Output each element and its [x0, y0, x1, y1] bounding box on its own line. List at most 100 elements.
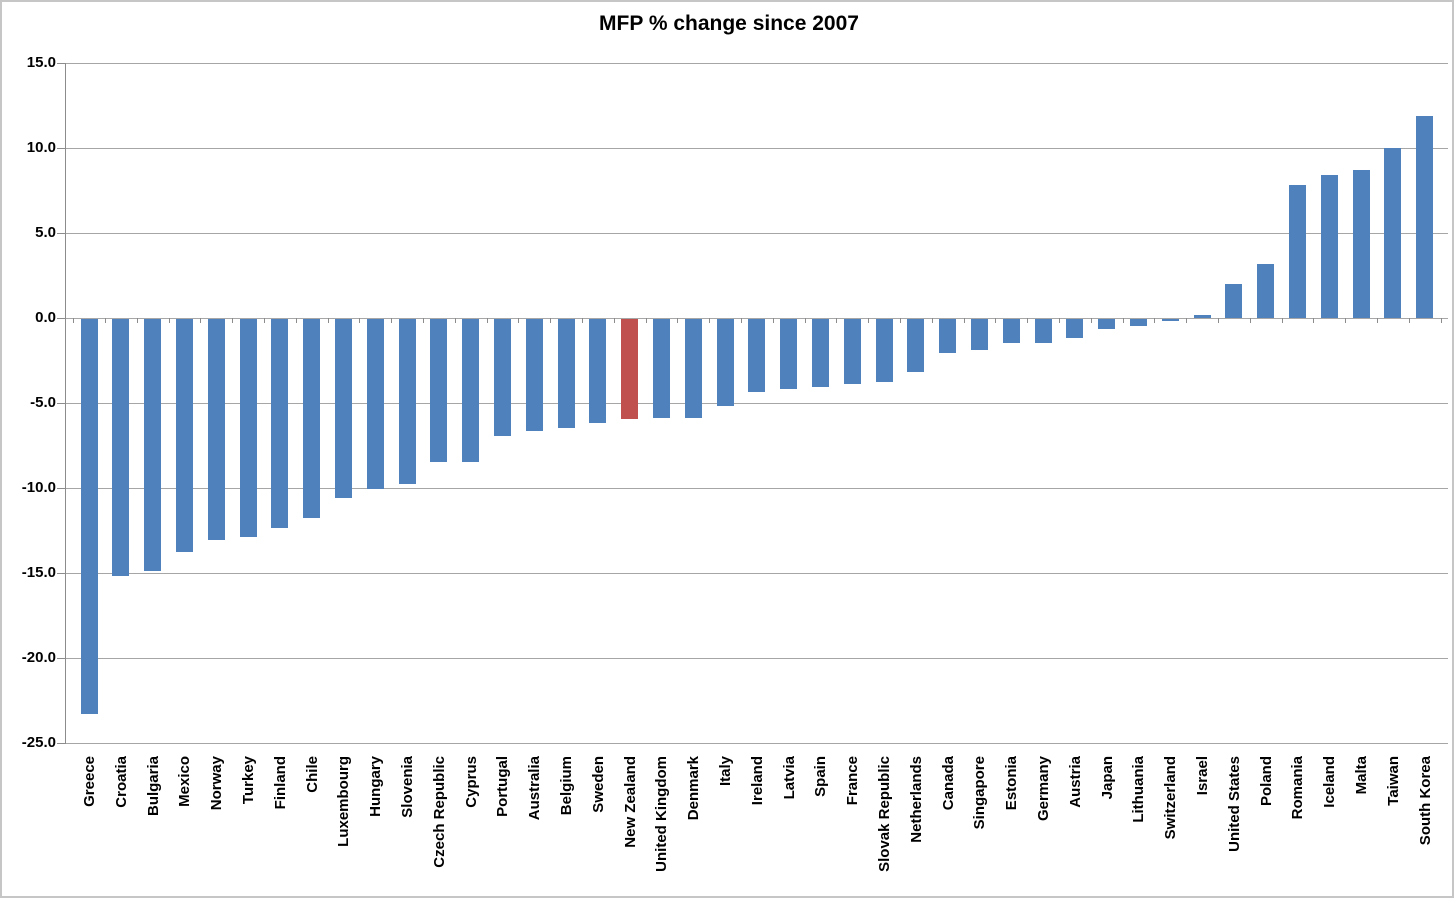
x-axis-label: United States	[1223, 756, 1245, 852]
x-axis-label: Italy	[714, 756, 736, 786]
x-axis-label: Portugal	[491, 756, 513, 817]
bar	[208, 319, 225, 540]
category-axis-tick	[709, 318, 710, 323]
y-axis-tick	[57, 233, 65, 234]
x-axis-label-text: Switzerland	[1161, 756, 1179, 840]
x-axis-label: Luxembourg	[332, 756, 354, 847]
y-gridline	[65, 148, 1448, 149]
x-axis-label: Austria	[1064, 756, 1086, 808]
y-axis-tick	[57, 148, 65, 149]
x-axis-label-text: Iceland	[1320, 756, 1338, 808]
x-axis-label-text: Norway	[207, 756, 225, 811]
y-gridline	[65, 658, 1448, 659]
x-axis-label: South Korea	[1414, 756, 1436, 845]
category-axis-tick	[1409, 318, 1410, 323]
y-axis-tick-label: -10.0	[21, 479, 56, 496]
x-axis-label-text: Romania	[1288, 756, 1306, 820]
category-axis-tick	[1154, 318, 1155, 323]
x-axis-label: France	[841, 756, 863, 805]
x-axis-label-text: Croatia	[112, 756, 130, 808]
x-axis-label: Singapore	[968, 756, 990, 829]
category-axis-tick	[932, 318, 933, 323]
bar	[907, 319, 924, 372]
y-axis-tick-label: 5.0	[35, 224, 56, 241]
bar	[1257, 264, 1274, 318]
x-axis-label-text: Belgium	[557, 756, 575, 816]
category-axis-tick	[423, 318, 424, 323]
bar	[876, 319, 893, 382]
bar	[558, 319, 575, 428]
category-axis-tick	[169, 318, 170, 323]
x-axis-label-text: Czech Republic	[430, 756, 448, 868]
x-axis-label: Chile	[301, 756, 323, 793]
category-axis-tick	[964, 318, 965, 323]
x-axis-label: Turkey	[237, 756, 259, 804]
x-axis-label-text: Sweden	[589, 756, 607, 813]
category-axis-tick	[995, 318, 996, 323]
bar	[717, 319, 734, 406]
category-axis-tick	[805, 318, 806, 323]
x-axis-label: Slovak Republic	[873, 756, 895, 872]
x-axis-label: Sweden	[587, 756, 609, 813]
category-axis-tick	[1186, 318, 1187, 323]
x-axis-label-text: Spain	[811, 756, 829, 797]
bar	[1416, 116, 1433, 318]
x-axis-label-text: Italy	[716, 756, 734, 787]
x-axis-label-text: Slovak Republic	[875, 756, 893, 872]
category-axis-tick	[1441, 318, 1442, 323]
category-axis-tick	[1345, 318, 1346, 323]
bar	[589, 319, 606, 423]
category-axis-tick	[1027, 318, 1028, 323]
bar	[1130, 319, 1147, 326]
x-axis-label: Taiwan	[1382, 756, 1404, 806]
category-axis-tick	[200, 318, 201, 323]
x-axis-label: Hungary	[364, 756, 386, 817]
y-gridline	[65, 488, 1448, 489]
y-gridline	[65, 743, 1448, 744]
category-axis-tick	[1059, 318, 1060, 323]
bar	[144, 319, 161, 571]
category-axis-tick	[232, 318, 233, 323]
x-axis-label: Romania	[1286, 756, 1308, 819]
x-axis-label: Norway	[205, 756, 227, 810]
x-axis-label-text: Bulgaria	[144, 756, 162, 817]
bar	[112, 319, 129, 576]
bar	[494, 319, 511, 436]
x-axis-label-text: South Korea	[1416, 756, 1434, 846]
y-axis-tick-label: -25.0	[21, 734, 56, 751]
x-axis-label: Belgium	[555, 756, 577, 815]
category-axis-tick	[518, 318, 519, 323]
y-axis-tick	[57, 573, 65, 574]
category-axis-tick	[1377, 318, 1378, 323]
y-axis-tick	[57, 743, 65, 744]
x-axis-label-text: Austria	[1066, 756, 1084, 808]
x-axis-label-text: Japan	[1098, 756, 1116, 800]
x-axis-label: Israel	[1191, 756, 1213, 795]
category-axis-tick	[296, 318, 297, 323]
y-axis-tick	[57, 318, 65, 319]
x-axis-label-text: Estonia	[1002, 756, 1020, 811]
y-gridline	[65, 63, 1448, 64]
bar	[812, 319, 829, 387]
x-axis-label-text: Latvia	[780, 756, 798, 800]
chart-title: MFP % change since 2007	[599, 12, 859, 35]
x-axis-label: Cyprus	[460, 756, 482, 808]
x-axis-label-text: Slovenia	[398, 756, 416, 818]
x-axis-label: Spain	[809, 756, 831, 797]
y-axis-line	[65, 63, 66, 744]
x-axis-label: Finland	[269, 756, 291, 809]
bar	[685, 319, 702, 418]
category-axis-tick	[1218, 318, 1219, 323]
x-axis-label-text: France	[843, 756, 861, 806]
x-axis-label: Canada	[937, 756, 959, 810]
x-axis-label: United Kingdom	[650, 756, 672, 872]
category-axis-tick	[550, 318, 551, 323]
category-axis-tick	[391, 318, 392, 323]
bar	[971, 319, 988, 350]
x-axis-label-text: Lithuania	[1129, 756, 1147, 823]
bar	[1035, 319, 1052, 343]
category-axis-tick	[137, 318, 138, 323]
x-axis-label-text: Taiwan	[1384, 756, 1402, 806]
category-axis-tick	[900, 318, 901, 323]
